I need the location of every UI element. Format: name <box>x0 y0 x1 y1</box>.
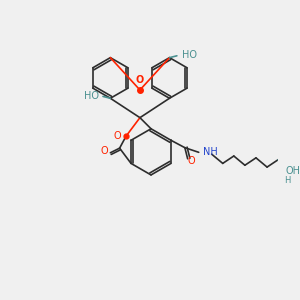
Text: HO: HO <box>182 50 197 60</box>
Text: O: O <box>136 75 144 85</box>
Text: O: O <box>114 131 122 141</box>
Text: HO: HO <box>84 91 99 100</box>
Text: O: O <box>100 146 108 156</box>
Text: O: O <box>188 156 195 166</box>
Text: OH: OH <box>286 166 300 176</box>
Text: H: H <box>285 176 291 184</box>
Text: NH: NH <box>203 147 218 157</box>
